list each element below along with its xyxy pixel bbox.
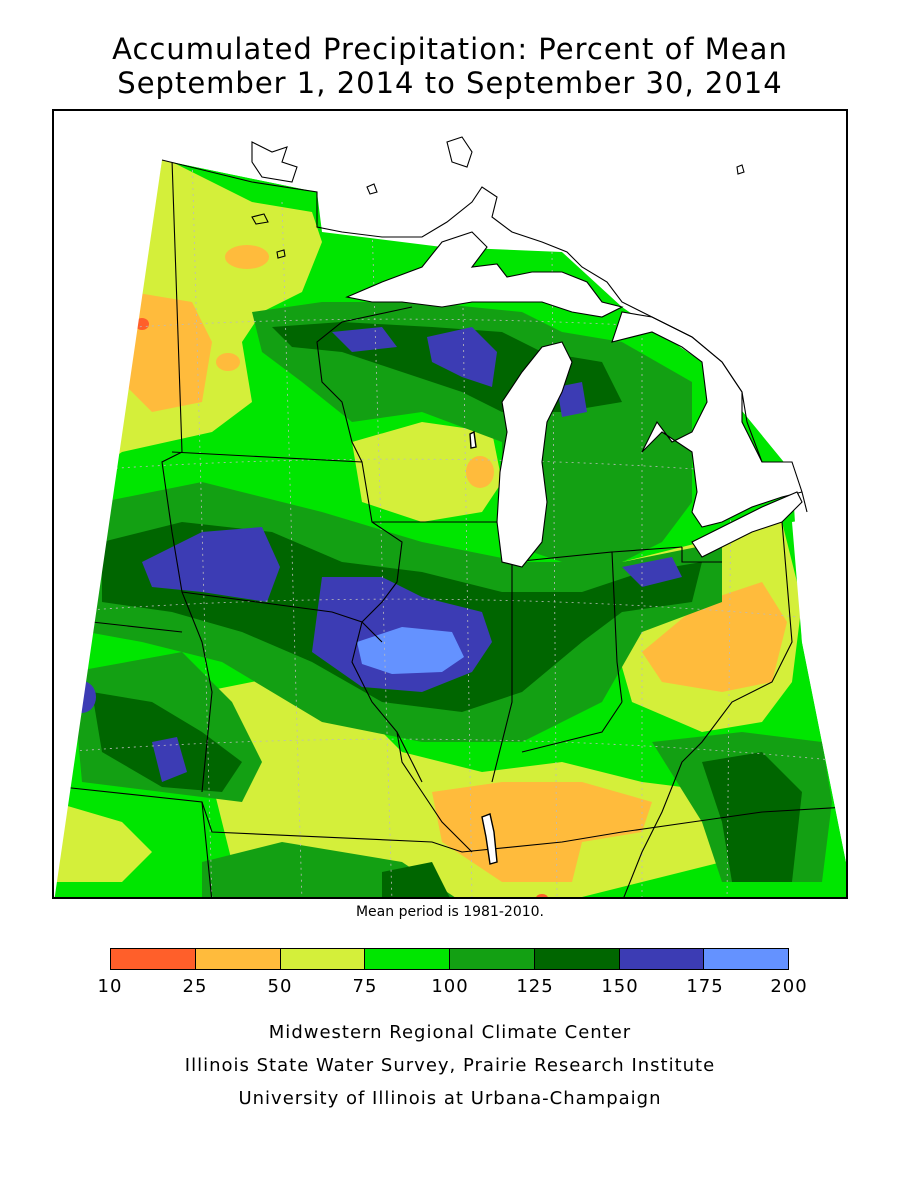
state-boundaries: [61, 160, 846, 897]
zone-150-175-iowa: [142, 527, 280, 602]
zone-50-75-southwest: [54, 802, 152, 882]
lake-michigan: [496, 341, 573, 568]
zone-25-50-wi-spot: [466, 456, 494, 488]
zone-25-50-mn-spot: [225, 245, 269, 269]
legend-tick-label: 50: [267, 976, 293, 997]
zone-25-50-indiana-ohio: [642, 582, 787, 692]
rivers-and-lakes: [469, 430, 498, 865]
map-title-line-1: Accumulated Precipitation: Percent of Me…: [112, 32, 788, 66]
legend-tick-label: 200: [770, 976, 808, 997]
zone-25-50-mn-spot-2: [216, 353, 240, 371]
legend-tick-label: 175: [686, 976, 724, 997]
map-title-line-2: September 1, 2014 to September 30, 2014: [117, 66, 783, 100]
legend-swatch-125-150: [534, 949, 620, 969]
legend-swatch-10-25: [111, 949, 196, 969]
credit-line-3: University of Illinois at Urbana-Champai…: [238, 1088, 662, 1109]
credit-line-2: Illinois State Water Survey, Prairie Res…: [184, 1055, 716, 1076]
legend-tick-label: 100: [431, 976, 469, 997]
legend-swatch-25-50: [195, 949, 281, 969]
zone-150-175-mn-wi: [332, 327, 397, 352]
zone-50-75-wisconsin: [352, 422, 502, 522]
legend-swatch-175-200: [704, 949, 788, 969]
precipitation-map: [52, 109, 848, 899]
zone-25-50-il-ky: [432, 782, 652, 882]
outside-area: [54, 111, 846, 897]
mean-period-note: Mean period is 1981-2010.: [355, 904, 545, 920]
lake-erie: [691, 491, 803, 558]
legend-swatch-75-100: [365, 949, 450, 969]
zone-150-175-mo: [152, 737, 187, 782]
zone-150-175-in: [622, 557, 682, 587]
zone-150-175-mi: [557, 382, 587, 417]
legend-swatch-50-75: [280, 949, 366, 969]
legend-tick-label: 10: [97, 976, 123, 997]
lake-superior: [345, 231, 624, 318]
legend-tick-label: 125: [516, 976, 554, 997]
legend-swatch-150-175: [619, 949, 705, 969]
legend-tick-label: 75: [352, 976, 378, 997]
legend-colorbar: [110, 948, 789, 970]
coastlines: [161, 136, 808, 513]
zone-150-175-wi: [427, 327, 497, 387]
zone-175-200-il: [357, 627, 464, 674]
legend-swatch-100-125: [450, 949, 535, 969]
legend-tick-label: 25: [182, 976, 208, 997]
zone-10-25-spot-2: [536, 894, 548, 897]
legend-tick-label: 150: [601, 976, 639, 997]
zone-125-150-south: [382, 862, 452, 897]
zone-125-150-se: [702, 752, 802, 882]
credit-line-1: Midwestern Regional Climate Center: [268, 1022, 632, 1043]
